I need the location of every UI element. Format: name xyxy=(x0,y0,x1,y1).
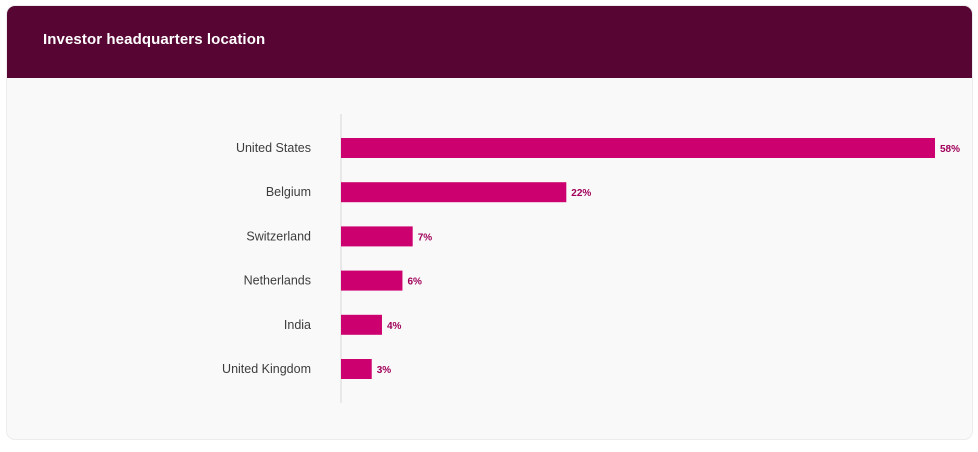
value-label: 3% xyxy=(377,365,392,376)
bar-group: Switzerland 7% xyxy=(246,226,433,247)
value-label: 6% xyxy=(407,277,422,288)
bar-group: United States 58% xyxy=(236,138,960,158)
category-label: Belgium xyxy=(266,185,311,199)
bar-group: Netherlands 6% xyxy=(244,270,422,291)
bar[interactable] xyxy=(341,359,372,379)
bar-group: India 4% xyxy=(284,314,402,335)
bar-group: Belgium 22% xyxy=(266,182,591,203)
category-label: Switzerland xyxy=(246,229,311,243)
bar[interactable] xyxy=(341,138,935,158)
bar[interactable] xyxy=(341,226,413,247)
category-label: United States xyxy=(236,141,311,155)
chart-title: Investor headquarters location xyxy=(43,31,266,48)
bar[interactable] xyxy=(341,270,403,291)
value-label: 58% xyxy=(940,144,960,155)
value-label: 22% xyxy=(571,188,591,199)
bar-group: United Kingdom 3% xyxy=(222,359,391,379)
bar[interactable] xyxy=(341,182,567,203)
category-label: Netherlands xyxy=(244,274,311,288)
category-label: United Kingdom xyxy=(222,362,311,376)
bar[interactable] xyxy=(341,314,382,335)
value-label: 7% xyxy=(418,232,433,243)
card-header: Investor headquarters location xyxy=(7,6,972,78)
category-label: India xyxy=(284,318,311,332)
value-label: 4% xyxy=(387,321,402,332)
chart-card: Investor headquarters location xyxy=(7,6,972,439)
